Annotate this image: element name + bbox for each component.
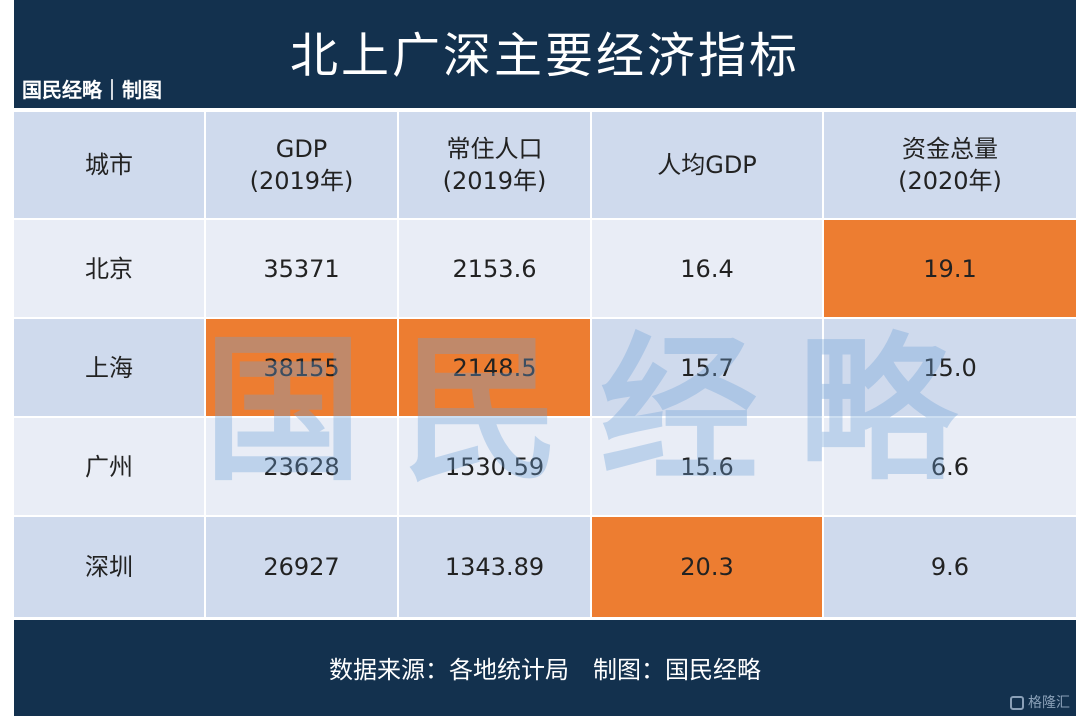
table-cell-gdp-per-capita: 20.3	[592, 517, 822, 617]
row-label: 上海	[14, 319, 204, 416]
infographic-frame: 北上广深主要经济指标 国民经略｜制图 城市 GDP (2019年) 常住人口 (20…	[14, 0, 1076, 716]
table-cell-gdp-per-capita: 15.7	[592, 319, 822, 416]
source-note: 数据来源：各地统计局 制图：国民经略	[329, 656, 761, 684]
page-title: 北上广深主要经济指标	[289, 28, 800, 84]
row-label: 深圳	[14, 517, 204, 617]
table-cell-gdp: 26927	[206, 517, 397, 617]
brand-label: 国民经略｜制图	[22, 78, 162, 102]
table-cell-funds-total: 6.6	[824, 418, 1076, 515]
logo-text: 格隆汇	[1028, 695, 1070, 711]
column-header-funds-total: 资金总量 (2020年)	[824, 112, 1076, 218]
logo: 格隆汇	[1010, 692, 1070, 712]
title-bar: 北上广深主要经济指标 国民经略｜制图	[14, 0, 1076, 108]
column-header-city: 城市	[14, 112, 204, 218]
column-header-population: 常住人口 (2019年)	[399, 112, 590, 218]
column-header-gdp-per-capita: 人均GDP	[592, 112, 822, 218]
row-label: 广州	[14, 418, 204, 515]
table-cell-gdp-per-capita: 15.6	[592, 418, 822, 515]
table-cell-population: 1530.59	[399, 418, 590, 515]
table-cell-population: 2148.5	[399, 319, 590, 416]
table-cell-gdp: 38155	[206, 319, 397, 416]
table-cell-funds-total: 19.1	[824, 220, 1076, 317]
column-header-gdp: GDP (2019年)	[206, 112, 397, 218]
table-cell-gdp-per-capita: 16.4	[592, 220, 822, 317]
row-label: 北京	[14, 220, 204, 317]
table-cell-population: 1343.89	[399, 517, 590, 617]
economic-indicators-table: 城市 GDP (2019年) 常住人口 (2019年) 人均GDP 资金总量 (2020…	[14, 112, 1076, 617]
footer-bar: 数据来源：各地统计局 制图：国民经略 格隆汇	[14, 620, 1076, 716]
logo-icon	[1010, 696, 1024, 710]
table-cell-funds-total: 9.6	[824, 517, 1076, 617]
table-cell-funds-total: 15.0	[824, 319, 1076, 416]
table-cell-gdp: 35371	[206, 220, 397, 317]
table-cell-gdp: 23628	[206, 418, 397, 515]
table-cell-population: 2153.6	[399, 220, 590, 317]
